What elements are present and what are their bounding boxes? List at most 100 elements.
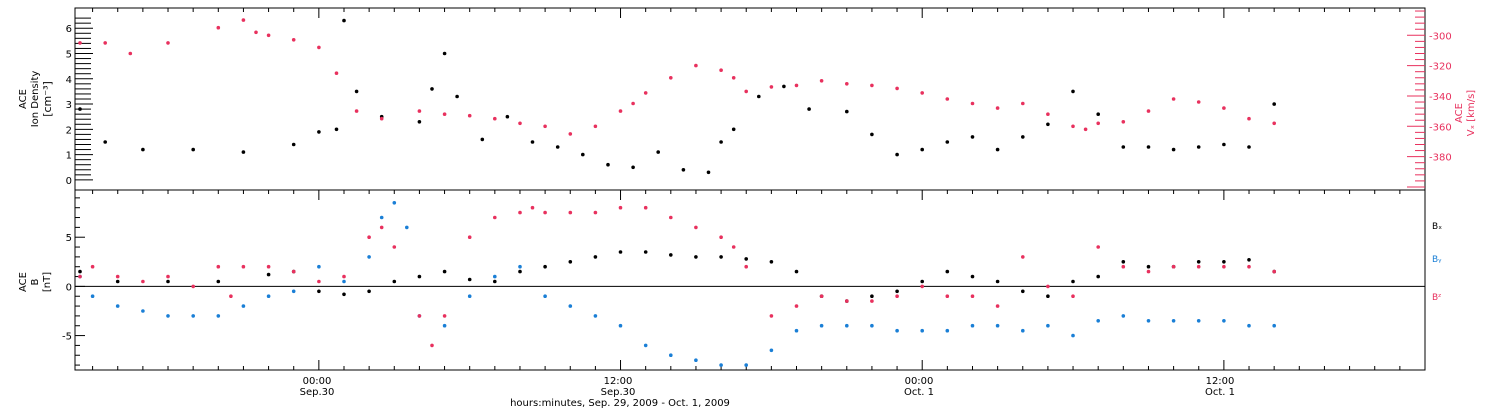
speed-tick-label: -300 xyxy=(1429,31,1452,42)
by-point xyxy=(719,363,723,367)
bz-point xyxy=(78,274,82,279)
bz-point xyxy=(266,264,271,269)
by-point xyxy=(115,304,120,308)
by-point xyxy=(845,323,849,328)
by-point xyxy=(1247,323,1251,328)
density-point xyxy=(442,51,447,56)
density-point xyxy=(757,94,761,99)
x-tick-time-1: 12:00 xyxy=(604,376,633,387)
speed-point xyxy=(744,89,748,94)
speed-point xyxy=(467,113,472,118)
bx-point xyxy=(342,292,346,297)
bx-point xyxy=(945,269,950,274)
speed-point xyxy=(1071,124,1075,129)
bz-point xyxy=(493,215,497,220)
density-point xyxy=(241,150,246,154)
b-tick-label: 0 xyxy=(66,282,72,293)
density-point xyxy=(681,168,686,172)
bx-point xyxy=(367,289,371,294)
density-point xyxy=(870,132,874,137)
by-point xyxy=(1171,319,1176,323)
bz-point xyxy=(1121,264,1126,269)
speed-point xyxy=(1222,106,1226,110)
by-point xyxy=(895,328,899,333)
density-point xyxy=(417,120,422,124)
by-point xyxy=(1146,319,1151,323)
bx-point xyxy=(166,279,170,284)
density-point xyxy=(1272,102,1276,106)
bx-point xyxy=(1021,289,1025,294)
speed-point xyxy=(819,79,824,83)
by-point xyxy=(1021,328,1025,333)
by-point xyxy=(1071,333,1075,338)
bx-point xyxy=(719,255,723,259)
bz-point xyxy=(719,235,723,239)
bx-point xyxy=(442,269,447,274)
bz-point xyxy=(618,205,623,210)
bx-point xyxy=(568,260,573,264)
bx-point xyxy=(115,279,120,284)
bz-point xyxy=(229,294,233,299)
by-point xyxy=(593,314,598,318)
bz-point xyxy=(1247,264,1251,269)
by-point xyxy=(90,294,95,299)
speed-point xyxy=(870,83,874,88)
by-point xyxy=(1096,319,1100,323)
density-label-ace: ACE xyxy=(18,89,29,109)
density-point xyxy=(1071,89,1075,94)
x-tick-date-1: Sep.30 xyxy=(601,387,636,398)
by-point xyxy=(367,255,371,259)
speed-point xyxy=(1196,100,1201,104)
tick-layer: 0 1 2 3 4 5 6 -300 -320 -340 -360 -380 -5 0 5 xyxy=(62,8,1452,370)
density-point xyxy=(731,127,736,132)
density-tick-label: 5 xyxy=(66,50,72,61)
bz-point xyxy=(920,284,924,289)
by-point xyxy=(819,323,824,328)
bz-point xyxy=(895,294,899,299)
density-point xyxy=(1171,147,1176,152)
bx-point xyxy=(216,279,221,284)
speed-point xyxy=(1021,101,1025,106)
density-point xyxy=(845,109,849,114)
bx-point xyxy=(1046,294,1050,299)
by-point xyxy=(191,314,195,318)
bx-point xyxy=(467,277,472,282)
legend-bz: Bᶻ xyxy=(1432,293,1441,303)
by-point xyxy=(392,201,397,205)
bz-point xyxy=(379,225,384,230)
density-label-name: Ion Density xyxy=(30,71,41,128)
speed-point xyxy=(1146,109,1151,113)
speed-point xyxy=(417,109,422,113)
speed-point xyxy=(493,116,497,121)
speed-point xyxy=(254,30,258,35)
by-point xyxy=(241,304,246,308)
by-point xyxy=(769,348,774,353)
bz-point xyxy=(430,343,434,348)
speed-point xyxy=(266,33,271,38)
speed-point xyxy=(593,124,598,129)
bx-point xyxy=(920,279,924,284)
speed-point xyxy=(945,97,950,101)
density-point xyxy=(719,140,723,144)
bz-point xyxy=(543,210,547,215)
bz-point xyxy=(342,274,346,279)
speed-point xyxy=(731,76,736,80)
bx-point xyxy=(669,253,673,257)
bz-point xyxy=(392,245,397,249)
bz-point xyxy=(1146,269,1151,274)
bz-point xyxy=(1272,269,1276,274)
speed-tick-label: -340 xyxy=(1429,92,1452,103)
density-tick-label: 6 xyxy=(66,24,72,35)
density-point xyxy=(920,147,924,152)
density-point xyxy=(354,89,359,94)
bx-point xyxy=(870,294,874,299)
bottom-panel-frame xyxy=(74,189,1426,371)
x-tick-time-3: 12:00 xyxy=(1206,376,1235,387)
speed-point xyxy=(845,82,849,86)
bz-point xyxy=(845,299,849,303)
bz-point xyxy=(1171,264,1176,269)
bx-point xyxy=(317,289,321,294)
speed-point xyxy=(568,132,573,136)
speed-tick-label: -360 xyxy=(1429,122,1452,133)
